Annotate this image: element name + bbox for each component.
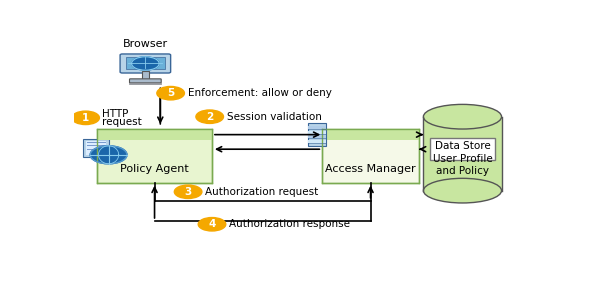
Text: User Profile
and Policy: User Profile and Policy — [432, 154, 492, 176]
Bar — [308, 140, 326, 143]
Text: 5: 5 — [167, 88, 174, 98]
Bar — [129, 83, 161, 84]
FancyBboxPatch shape — [85, 141, 106, 155]
Bar — [308, 131, 326, 134]
FancyBboxPatch shape — [323, 129, 419, 140]
Bar — [308, 126, 326, 129]
Circle shape — [157, 86, 184, 100]
FancyBboxPatch shape — [431, 138, 495, 160]
Text: Data Store: Data Store — [435, 141, 490, 151]
FancyBboxPatch shape — [129, 79, 161, 83]
Text: 3: 3 — [184, 187, 192, 197]
Text: Enforcement: allow or deny: Enforcement: allow or deny — [188, 88, 332, 98]
Ellipse shape — [423, 178, 502, 203]
Circle shape — [90, 146, 127, 164]
FancyBboxPatch shape — [97, 129, 212, 183]
FancyBboxPatch shape — [308, 123, 326, 146]
Text: 4: 4 — [208, 219, 216, 229]
Text: HTTP: HTTP — [102, 109, 128, 120]
FancyBboxPatch shape — [97, 129, 212, 140]
FancyBboxPatch shape — [120, 54, 171, 73]
Text: 2: 2 — [206, 112, 213, 122]
Text: Authorization response: Authorization response — [229, 219, 350, 229]
FancyBboxPatch shape — [83, 139, 109, 157]
Text: request: request — [102, 117, 142, 127]
Text: Access Manager: Access Manager — [325, 164, 416, 174]
Circle shape — [196, 110, 224, 123]
Circle shape — [72, 111, 100, 125]
FancyBboxPatch shape — [323, 129, 419, 183]
Text: Authorization request: Authorization request — [205, 187, 318, 197]
Circle shape — [174, 185, 202, 198]
Text: Policy Agent: Policy Agent — [120, 164, 189, 174]
Text: Session validation: Session validation — [227, 112, 321, 122]
FancyBboxPatch shape — [126, 57, 165, 69]
Text: Browser: Browser — [123, 40, 168, 49]
Bar — [423, 117, 502, 191]
Circle shape — [132, 57, 159, 70]
Bar — [308, 135, 326, 138]
Circle shape — [198, 218, 226, 231]
Bar — [142, 71, 149, 80]
Ellipse shape — [423, 104, 502, 129]
Text: 1: 1 — [82, 113, 89, 123]
